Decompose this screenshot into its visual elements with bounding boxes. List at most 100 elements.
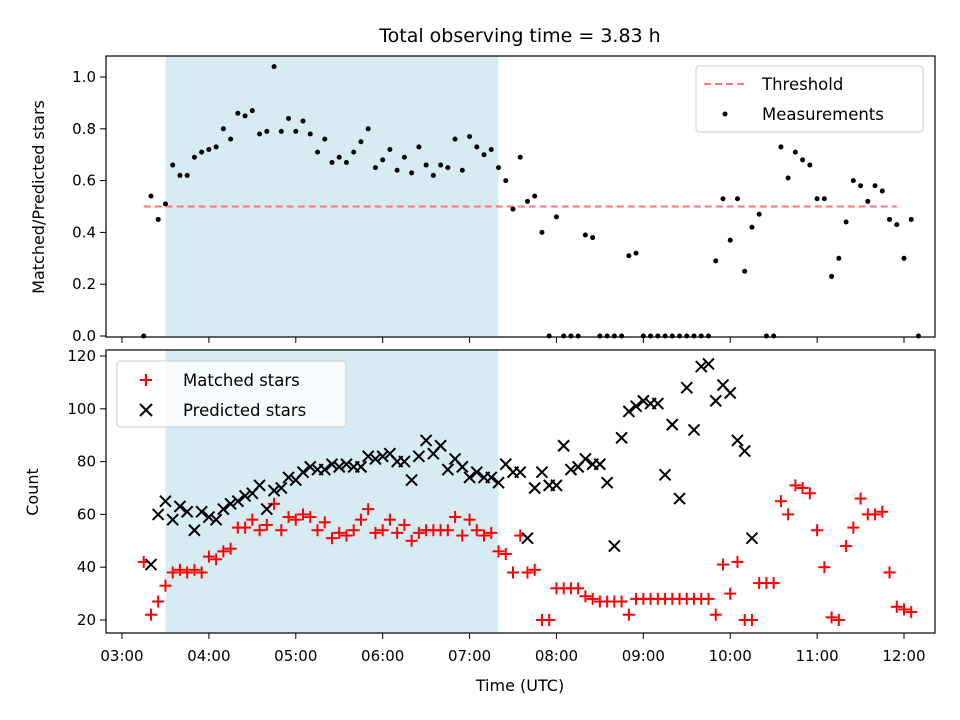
x-tick-label: 08:00 [535,647,578,665]
matched-star-point [774,495,787,508]
matched-star-point [745,614,758,626]
x-tick-label: 10:00 [709,647,752,665]
top-panel: 0.0 0.2 0.4 0.6 0.8 1.0 Total observing time … [29,25,936,345]
predicted-star-point [622,405,636,418]
predicted-star-point [398,455,411,468]
measurement-point [727,237,733,243]
predicted-star-point [593,458,607,471]
measurement-point [553,214,559,220]
measurement-point [264,128,270,134]
matched-star-point [579,590,592,603]
y-tick-label: 0.4 [72,223,96,241]
predicted-stars-points [144,357,759,571]
matched-star-point [253,524,266,537]
measurement-point [539,229,545,235]
bottom-y-ticks: 20 40 60 80 100 120 [67,347,106,629]
measurement-point [756,211,762,217]
measurement-point [141,333,147,339]
matched-star-point [470,524,483,537]
matched-star-point [224,542,237,555]
measurement-point [814,196,820,202]
measurement-point [170,162,176,168]
measurement-point [394,167,400,173]
measurement-point [307,131,313,137]
matched-star-point [876,505,889,518]
predicted-star-point [318,463,331,476]
measurement-point [257,131,263,137]
measurement-point [228,136,234,142]
predicted-star-point [173,500,187,513]
measurement-point [191,154,197,160]
predicted-star-point [615,431,628,445]
matched-stars-points [137,479,918,626]
matched-star-point [210,553,223,566]
predicted-star-point [557,439,570,452]
measurement-point [445,165,451,171]
measurement-point [821,196,827,202]
matched-star-point [311,524,324,537]
matched-star-point [144,608,157,621]
predicted-star-point [369,452,382,466]
measurement-point [872,183,878,189]
matched-star-point [716,558,729,571]
measurement-point [698,333,704,339]
measurement-point [677,333,683,339]
x-tick-label: 04:00 [187,647,230,665]
measurement-point [843,219,849,225]
measurement-point [372,165,378,171]
measurement-point [322,136,328,142]
predicted-star-point [579,452,592,466]
measurement-point [561,333,567,339]
measurement-point [720,196,726,202]
predicted-star-point [224,497,237,511]
y-tick-label: 60 [77,505,96,523]
legend-predicted-label: Predicted stars [183,401,306,420]
measurement-point [438,162,444,168]
y-tick-label: 0.6 [72,172,96,190]
top-shaded-region [165,56,499,337]
measurement-point [401,154,407,160]
x-axis-label: Time (UTC) [475,676,564,695]
y-tick-label: 40 [77,558,96,576]
matched-star-point [818,561,831,574]
predicted-star-point [456,460,469,474]
predicted-star-point [521,531,534,545]
y-tick-label: 80 [77,453,96,471]
predicted-star-point [209,513,223,526]
matched-star-point [383,513,396,526]
measurement-point [358,139,364,145]
matched-star-point [282,511,295,524]
measurement-point [597,333,603,339]
measurement-point [481,152,487,158]
legend-threshold-label: Threshold [761,75,843,94]
matched-star-point [449,511,462,524]
measurement-point [655,333,661,339]
measurement-point [915,333,921,339]
matched-star-point [586,592,599,605]
measurement-point [742,268,748,274]
measurement-point [329,159,335,165]
matched-star-point [405,534,418,547]
x-tick-label: 03:00 [100,647,143,665]
measurement-point [836,255,842,261]
predicted-star-point [412,450,426,463]
predicted-star-point [188,524,201,537]
top-y-axis-label: Matched/Predicted stars [29,100,48,294]
matched-star-point [478,529,491,542]
matched-star-point [181,566,194,579]
measurement-point [459,167,465,173]
predicted-star-point [600,476,614,489]
matched-star-point [709,608,722,621]
matched-star-point [507,566,519,579]
matched-star-point [869,508,882,521]
measurement-point [184,172,190,178]
matched-star-point [325,532,338,545]
matched-star-point [702,592,715,605]
legend-measurements-label: Measurements [762,105,884,124]
measurement-point [771,333,777,339]
y-tick-label: 100 [67,400,96,418]
matched-star-point [905,606,918,619]
measurement-point [416,144,422,150]
matched-star-point [152,595,165,608]
